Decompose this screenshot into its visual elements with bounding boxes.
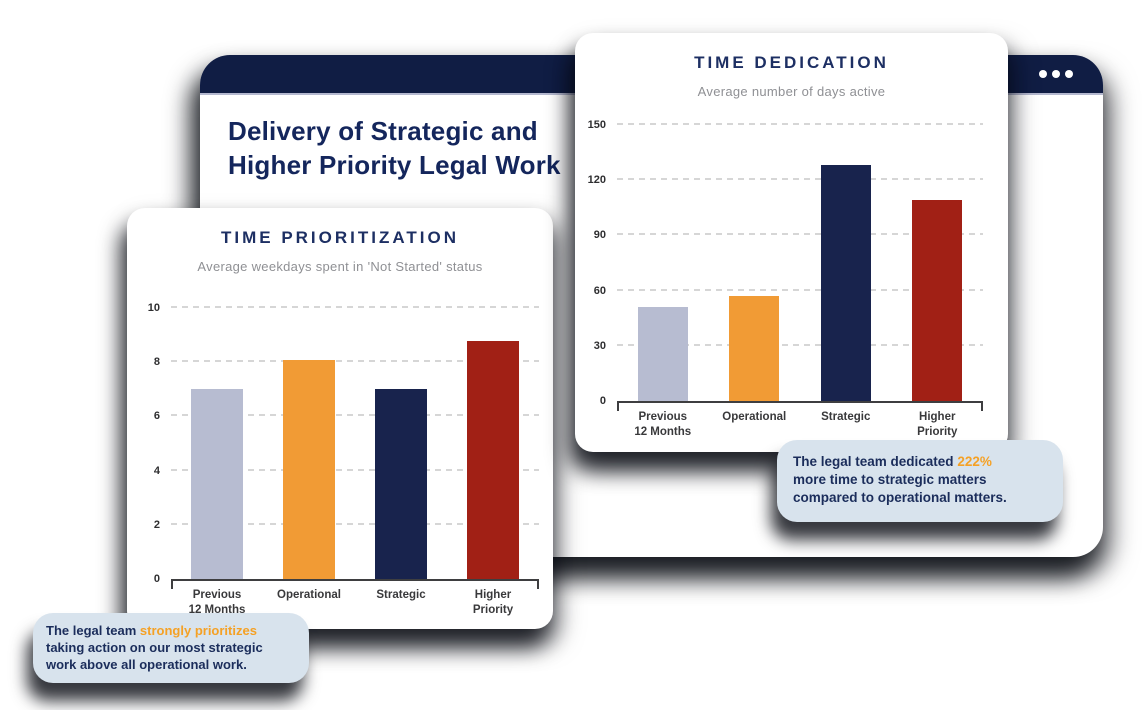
time-dedication-card: TIME DEDICATION Average number of days a… [575,33,1008,452]
bar-slot [617,125,709,401]
y-axis-tick-label: 30 [593,339,606,352]
gridline [617,178,983,181]
x-axis-label: Operational [722,411,787,423]
bar-strategic [375,389,427,579]
bar-slot [355,308,447,579]
insight-callout-prioritization: The legal team strongly prioritizes taki… [33,613,309,683]
page-title: Delivery of Strategic and Higher Priorit… [228,116,561,180]
three-dots-icon [1039,70,1047,78]
bar-slot [709,125,801,401]
callout-text: The legal team dedicated [793,454,958,469]
x-axis-label: Higher Priority [472,589,514,616]
x-axis-label: Previous 12 Months [188,589,246,616]
gridline [171,414,539,417]
y-axis-tick-label: 0 [599,395,606,407]
callout-highlight: 222% [957,454,992,469]
y-axis-tick-label: 8 [153,356,160,369]
y-axis-tick-label: 6 [153,410,160,423]
gridline [171,522,539,525]
bars [171,308,539,579]
x-axis-label: Higher Priority [917,411,958,438]
gridline [617,233,983,236]
gridline [171,360,539,363]
bar-previous-12-months [191,389,243,579]
chart-subtitle: Average number of days active [697,84,886,99]
bar-chart-time-prioritization: 0 2 4 6 8 10 Previous 12 Months Operational Stra… [148,302,539,616]
y-axis-tick-label: 120 [587,174,606,187]
bar-strategic [820,165,871,401]
bar-previous-12-months [637,307,688,401]
bar-higher-priority [912,200,963,401]
x-axis-label: Operational [277,589,341,601]
bar-slot [171,308,263,579]
y-axis-tick-label: 0 [153,573,160,585]
bar-slot [892,125,984,401]
y-axis-tick-label: 90 [593,229,606,242]
callout-text: more time to strategic matters compared … [793,472,1007,506]
time-prioritization-card: TIME PRIORITIZATION Average weekdays spe… [127,208,553,629]
x-axis-labels: Previous 12 Months Operational Strategic Hi… [171,588,539,618]
three-dots-icon [1065,70,1073,78]
bar-operational [729,296,780,401]
y-axis-tick-label: 60 [593,284,606,297]
chart-title: TIME PRIORITIZATION [220,228,459,247]
chart-subtitle: Average weekdays spent in 'Not Started' … [197,259,483,274]
y-axis-tick-label: 10 [147,302,160,314]
callout-highlight: strongly prioritizes [139,623,257,638]
y-axis-tick-label: 4 [153,464,160,477]
chart-title: TIME DEDICATION [694,53,889,72]
gridline [617,123,983,125]
gridline [617,343,983,346]
bar-operational [283,359,335,579]
gridline [617,288,983,291]
x-axis-label: Strategic [821,411,871,423]
bars [617,125,983,401]
x-axis-label: Strategic [376,589,426,601]
y-axis-tick-label: 150 [587,119,606,131]
three-dots-icon [1052,70,1060,78]
bar-slot [800,125,892,401]
bar-slot [447,308,539,579]
bar-higher-priority [467,340,519,579]
callout-text: taking action on our most strategic work… [46,640,263,673]
gridline [171,468,539,471]
x-axis-label: Previous 12 Months [634,411,692,438]
callout-text: The legal team [46,623,140,638]
y-axis-tick-label: 2 [153,518,160,531]
bar-slot [263,308,355,579]
insight-callout-dedication: The legal team dedicated 222% more time … [777,440,1063,522]
bar-chart-time-dedication: 0 30 60 90 120 150 Previous 12 Months Operation… [588,119,983,438]
x-axis-labels: Previous 12 Months Operational Strategic Hi… [617,410,983,440]
gridline [171,306,539,308]
window-menu-button[interactable] [1035,66,1077,82]
